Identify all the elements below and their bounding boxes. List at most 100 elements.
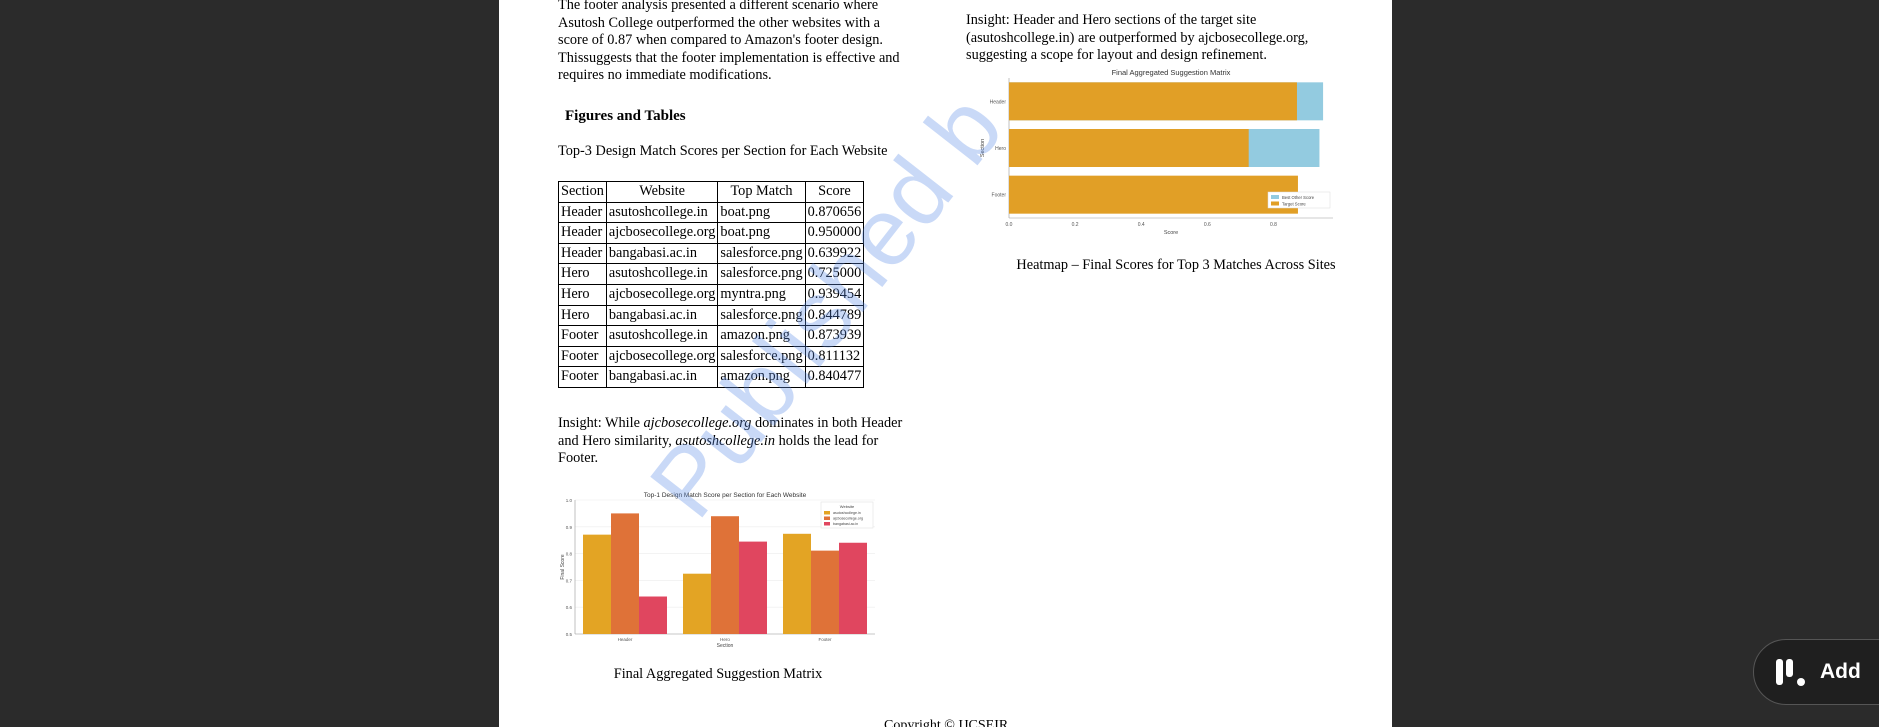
- y-tick-label: 0.8: [566, 552, 573, 557]
- caption-bar-chart: Final Aggregated Suggestion Matrix: [613, 666, 823, 682]
- y-tick-label: 0.7: [566, 578, 573, 583]
- chart-title: Final Aggregated Suggestion Matrix: [1112, 68, 1231, 77]
- caption-hbar-chart: Heatmap – Final Scores for Top 3 Matches…: [1016, 257, 1336, 273]
- legend-swatch: [1271, 201, 1279, 206]
- table-cell: Header: [558, 242, 607, 265]
- table-cell: Hero: [558, 283, 607, 306]
- table-cell: salesforce.png: [717, 242, 806, 265]
- text-line: score of 0.87 when compared to Amazon's …: [558, 32, 883, 48]
- table-cell: Hero: [558, 304, 607, 327]
- table-row: Hero bangabasi.ac.in salesforce.png 0.84478…: [558, 304, 865, 327]
- insight-left: Insight: While ajcbosecollege.org domina…: [558, 415, 902, 468]
- table-cell: ajcbosecollege.org: [605, 283, 719, 306]
- bar-target: [1009, 82, 1297, 121]
- bar-chart-section-scores: Top-1 Design Match Score per Section for…: [560, 492, 875, 649]
- legend-title: Website: [840, 504, 855, 509]
- table-header-cell: Section: [558, 181, 607, 203]
- chart-title: Top-1 Design Match Score per Section for…: [644, 492, 807, 499]
- x-tick-label: 0.2: [1072, 222, 1079, 228]
- hbar-chart-suggestion-matrix: Final Aggregated Suggestion Matrix 0.0 0.2…: [980, 68, 1333, 236]
- table-cell: Footer: [558, 325, 607, 347]
- text-line: The footer analysis presented a differen…: [558, 0, 879, 13]
- text-line: Thissuggests that the footer implementat…: [558, 49, 900, 66]
- legend-swatch: [824, 511, 830, 515]
- x-axis-label: Section: [717, 643, 734, 649]
- table-cell: asutoshcollege.in: [605, 325, 719, 347]
- legend-label: Best Other Score: [1282, 195, 1315, 200]
- table-cell: 0.639922: [804, 242, 865, 265]
- x-tick-label: Footer: [818, 637, 832, 642]
- insight-text: Footer.: [558, 450, 599, 466]
- bar: [811, 550, 839, 634]
- bar-target: [1009, 175, 1298, 214]
- bar: [611, 513, 639, 634]
- table-cell: ajcbosecollege.org: [605, 345, 719, 368]
- table-caption: Top-3 Design Match Scores per Section fo…: [558, 143, 888, 159]
- table-cell: Header: [558, 222, 607, 244]
- insight-text: and Hero similarity,: [558, 432, 676, 449]
- copyright-footer: Copyright © IJCSEIR: [884, 718, 1009, 727]
- paragraph-footer-analysis: The footer analysis presented a differen…: [558, 0, 900, 85]
- table-cell: salesforce.png: [717, 304, 806, 327]
- table-row: Footer ajcbosecollege.org salesforce.png 0.…: [558, 345, 865, 368]
- table-cell: Footer: [558, 345, 607, 368]
- text-line: Insight: Header and Hero sections of the…: [966, 12, 1257, 28]
- table-cell: asutoshcollege.in: [605, 201, 719, 224]
- y-tick-label: 0.5: [566, 632, 573, 637]
- text-line: Asutosh College outperformed the other w…: [558, 14, 881, 31]
- section-heading-figures: Figures and Tables: [565, 108, 686, 124]
- legend-swatch: [824, 522, 830, 526]
- x-axis-label: Score: [1164, 230, 1178, 236]
- x-tick-label: 0.0: [1006, 222, 1013, 228]
- table-cell: 0.873939: [804, 325, 865, 347]
- x-tick-label: 0.6: [1204, 222, 1211, 228]
- legend-label: asutoshcollege.in: [833, 511, 861, 515]
- table-header-cell: Score: [804, 181, 865, 203]
- bar: [739, 541, 767, 634]
- y-tick-label: 0.6: [566, 605, 573, 610]
- text-line: suggesting a scope for layout and design…: [966, 47, 1267, 63]
- legend-swatch: [1271, 195, 1279, 199]
- bar: [783, 533, 811, 634]
- insight-text: holds the lead for: [775, 432, 879, 449]
- table-row: Hero asutoshcollege.in salesforce.png 0.725…: [558, 263, 865, 285]
- table-cell: Header: [558, 201, 607, 224]
- table-cell: asutoshcollege.in: [605, 263, 719, 285]
- table-cell: boat.png: [717, 201, 806, 224]
- y-tick-label: Header: [990, 99, 1007, 105]
- bar: [583, 534, 611, 634]
- bar: [711, 516, 739, 634]
- x-tick-label: 0.4: [1138, 222, 1145, 228]
- bar: [839, 542, 867, 634]
- insight-site: ajcbosecollege.org: [643, 415, 752, 431]
- text-line: (asutoshcollege.in) are outperformed by …: [966, 29, 1309, 46]
- insight-text: dominates in both Header: [751, 415, 903, 431]
- add-button-label: Add: [1820, 660, 1861, 683]
- document-page: The footer analysis presented a differen…: [499, 0, 1392, 727]
- table-cell: amazon.png: [717, 366, 806, 388]
- y-axis-label: Final Score: [560, 554, 566, 580]
- y-tick-label: Footer: [992, 193, 1007, 199]
- table-cell: boat.png: [717, 222, 806, 244]
- table-cell: bangabasi.ac.in: [605, 304, 719, 327]
- table-header-cell: Website: [605, 181, 719, 203]
- y-tick-label: 1.0: [566, 498, 573, 503]
- table-row: Footer bangabasi.ac.in amazon.png 0.840477: [558, 366, 865, 388]
- table-row: Hero ajcbosecollege.org myntra.png 0.939454: [558, 283, 865, 306]
- legend-label: ajcbosecollege.org: [833, 517, 863, 521]
- bar-target: [1009, 129, 1249, 167]
- legend-label: Target Score: [1282, 202, 1306, 207]
- add-logo-icon: [1776, 657, 1810, 687]
- table-row: Header ajcbosecollege.org boat.png 0.950000: [558, 222, 865, 244]
- table-cell: myntra.png: [717, 283, 806, 306]
- table-cell: 0.939454: [804, 283, 865, 306]
- legend-swatch: [824, 516, 830, 520]
- table-cell: Footer: [558, 366, 607, 388]
- insight-site: asutoshcollege.in: [675, 432, 776, 449]
- table-cell: 0.811132: [804, 345, 865, 368]
- table-cell: Hero: [558, 263, 607, 285]
- add-button[interactable]: Add: [1753, 639, 1879, 705]
- text-line: requires no immediate modifications.: [558, 67, 772, 83]
- legend-box: [1267, 191, 1331, 209]
- x-tick-label: Hero: [720, 637, 730, 642]
